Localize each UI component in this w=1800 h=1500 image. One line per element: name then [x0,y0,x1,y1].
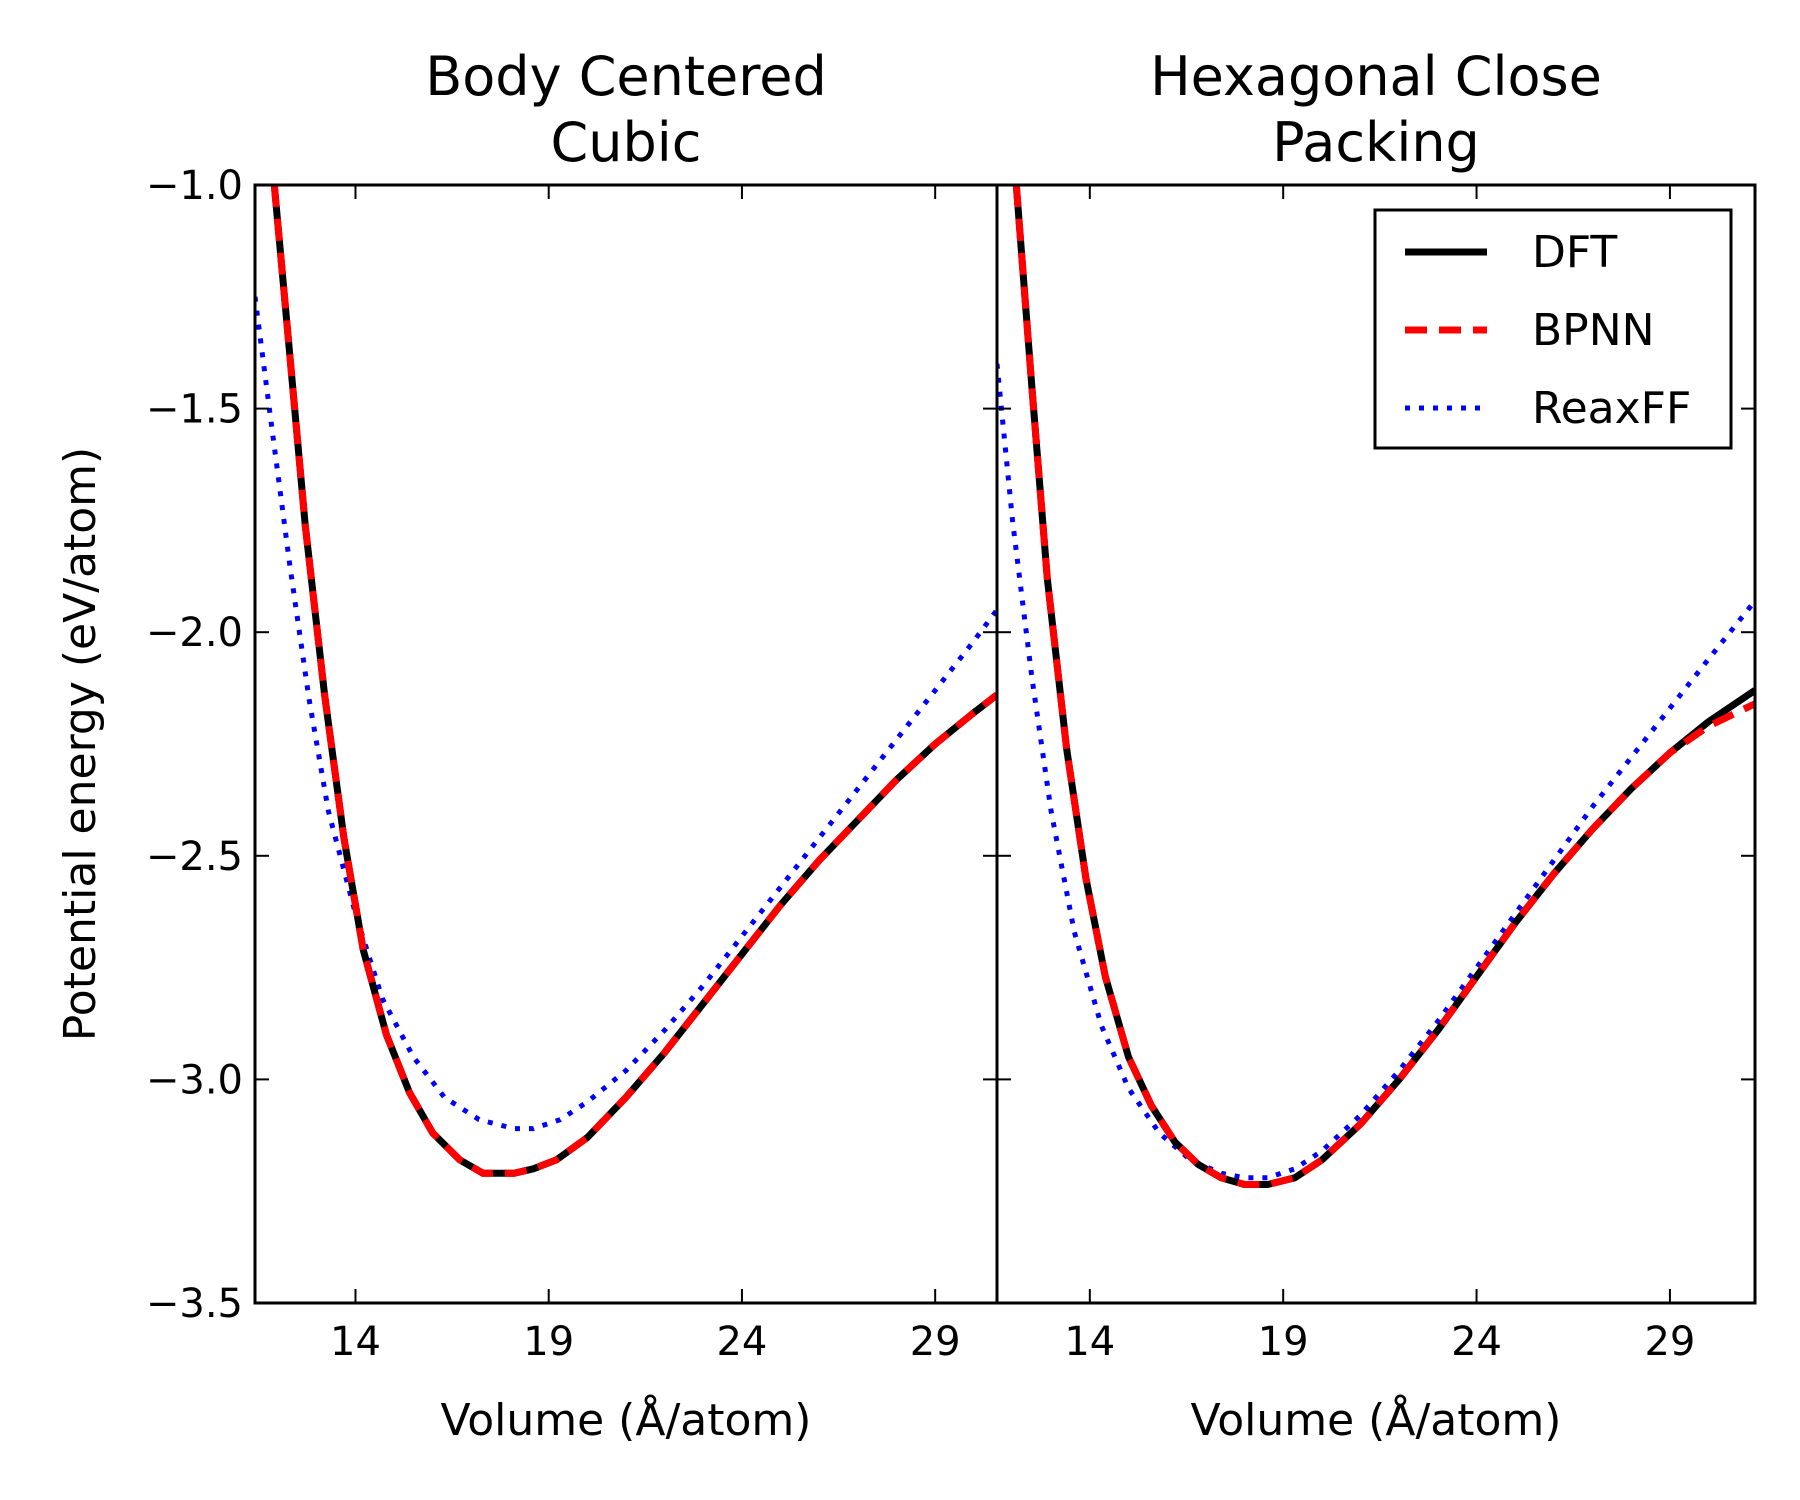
x-tick-label-panel-1: 29 [910,1319,961,1365]
panel-title-line-2-panel-1: Cubic [551,111,702,174]
series-line-bpnn-panel-2 [1012,185,1755,1188]
plot-frame-panel-2 [995,183,1757,1305]
x-tick-label-panel-1: 19 [523,1319,574,1365]
y-axis-label: Potential energy (eV/atom) [55,447,106,1041]
x-tick-label-panel-1: 24 [716,1319,767,1365]
y-tick-label: −3.5 [146,1281,243,1327]
x-axis-label-panel-1: Volume (Å/atom) [441,1393,812,1446]
y-tick-label: −1.5 [146,387,243,433]
panel-title-line-1-panel-1: Body Centered [425,45,827,108]
x-tick-label-panel-2: 24 [1451,1319,1502,1365]
panel-title-line-2-panel-2: Packing [1272,111,1480,174]
plot-frame-panel-1 [253,183,999,1305]
series-line-dft-panel-1 [270,185,997,1177]
x-axis-label-panel-2: Volume (Å/atom) [1191,1393,1562,1446]
series-line-reaxff-panel-1 [255,296,997,1132]
y-tick-label: −1.0 [146,163,243,209]
x-tick-label-panel-2: 29 [1644,1319,1695,1365]
panel-title-line-1-panel-2: Hexagonal Close [1150,45,1602,108]
x-tick-label-panel-2: 14 [1064,1319,1115,1365]
legend-label-reaxff: ReaxFF [1532,383,1691,434]
series-line-reaxff-panel-2 [997,363,1755,1181]
y-tick-label: −2.5 [146,834,243,880]
y-tick-label: −3.0 [146,1057,243,1103]
legend-label-dft: DFT [1532,227,1617,278]
x-tick-label-panel-2: 19 [1258,1319,1309,1365]
x-tick-label-panel-1: 14 [330,1319,381,1365]
series-line-bpnn-panel-1 [270,185,997,1177]
legend-label-bpnn: BPNN [1532,305,1655,356]
y-tick-label: −2.0 [146,610,243,656]
